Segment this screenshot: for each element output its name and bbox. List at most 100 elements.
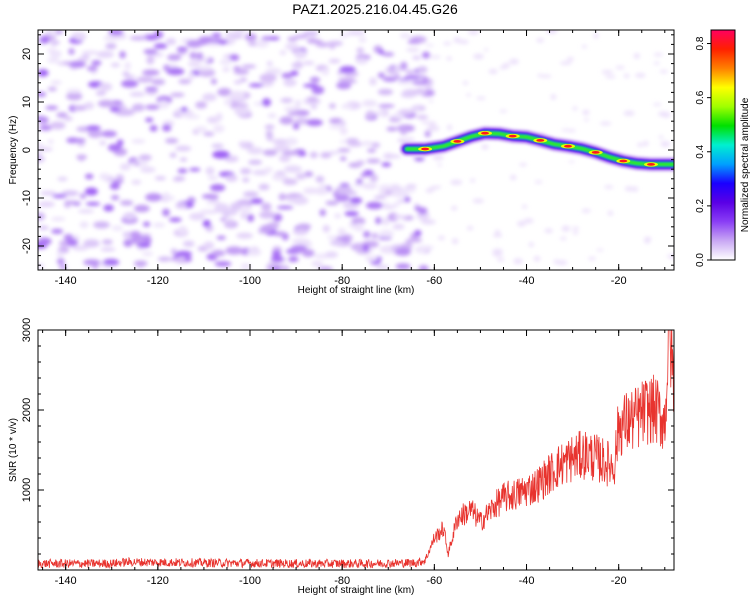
heatmap-cell [258, 183, 270, 191]
heatmap-cell [238, 141, 247, 147]
heatmap-cell [389, 118, 401, 123]
heatmap-cell [416, 115, 429, 120]
heatmap-cell [499, 109, 508, 113]
colorbar-tick-label: 0.6 [695, 90, 706, 104]
colorbar-tick-label: 0.8 [695, 36, 706, 50]
snr-y-tick-label: 2000 [21, 398, 33, 422]
heatmap-cell [425, 44, 435, 47]
heatmap-cell [302, 61, 315, 65]
heatmap-cell [266, 132, 274, 142]
heatmap-cell [427, 121, 437, 127]
heatmap-cell [335, 186, 353, 194]
heatmap-cell [179, 157, 188, 162]
heatmap-cell [142, 251, 153, 257]
heatmap-cell [248, 159, 263, 165]
heatmap-peak [647, 163, 655, 166]
heatmap-cell [137, 242, 151, 248]
heatmap-cell [49, 49, 62, 59]
heatmap-cell [265, 67, 282, 76]
heatmap-cell [224, 31, 242, 37]
heatmap-cell [393, 202, 400, 208]
heatmap-cell [178, 78, 192, 85]
heatmap-cell [278, 154, 291, 163]
heatmap-cell [653, 61, 660, 65]
heatmap-cell [112, 179, 124, 184]
heatmap-cell [517, 220, 526, 227]
heatmap-cell [382, 52, 395, 57]
heatmap-cell [259, 73, 277, 83]
heatmap-cell [189, 167, 201, 172]
heatmap-cell [356, 47, 364, 54]
snr-x-tick-label: -140 [55, 575, 77, 587]
heatmap-cell [224, 98, 232, 106]
heatmap-cell [242, 177, 250, 183]
heatmap-cell [632, 186, 639, 192]
heatmap-cell [268, 36, 280, 41]
heatmap-cell [160, 197, 170, 203]
heatmap-cell [203, 131, 215, 137]
heatmap-cell [369, 77, 377, 86]
heatmap-cell [69, 60, 86, 68]
heatmap-cell [495, 229, 500, 236]
heatmap-x-tick-label: -120 [147, 275, 169, 287]
heatmap-cell [492, 250, 503, 257]
colorbar-tick-label: 0.2 [695, 198, 706, 212]
heatmap-cell [311, 261, 324, 267]
heatmap-cell [49, 40, 61, 45]
heatmap-cell [281, 72, 294, 79]
heatmap-cell [151, 78, 166, 86]
heatmap-cell [418, 265, 429, 270]
heatmap-ridge-layer [399, 125, 674, 172]
heatmap-cell [233, 68, 249, 75]
heatmap-cell [392, 223, 405, 230]
heatmap-cell [248, 83, 264, 88]
heatmap-cell [272, 250, 281, 258]
heatmap-cell [584, 118, 589, 122]
heatmap-cell [247, 214, 255, 222]
heatmap-cell [236, 232, 254, 239]
heatmap-cell [220, 217, 227, 222]
heatmap-cell [296, 223, 312, 230]
heatmap-cell [659, 69, 668, 74]
snr-series-line [38, 330, 674, 569]
heatmap-cell [311, 85, 325, 95]
heatmap-cell [120, 200, 134, 206]
heatmap-cell [285, 42, 299, 51]
heatmap-cell [189, 51, 197, 60]
heatmap-cell [334, 213, 342, 219]
snr-x-tick-label: -120 [147, 575, 169, 587]
heatmap-cell [38, 69, 49, 77]
heatmap-cell [567, 57, 574, 62]
heatmap-cell [46, 48, 57, 52]
heatmap-cell [266, 61, 273, 66]
heatmap-cell [644, 238, 651, 244]
heatmap-cell [521, 204, 528, 209]
heatmap-cell [399, 33, 411, 39]
heatmap-cell [358, 36, 367, 43]
heatmap-cell [99, 173, 111, 181]
heatmap-cell [355, 160, 365, 166]
colorbar-tick-label: 0.0 [695, 253, 706, 267]
heatmap-cell [202, 219, 211, 228]
heatmap-cell [488, 69, 498, 74]
heatmap-cell [497, 257, 505, 262]
heatmap-cell [328, 103, 336, 109]
heatmap-cell [260, 202, 272, 211]
heatmap-cell [340, 156, 347, 161]
heatmap-cell [536, 38, 544, 43]
heatmap-cell [51, 228, 64, 234]
colorbar: 0.0 0.2 0.4 0.6 0.8 Normalized spectral ampl… [695, 29, 750, 267]
heatmap-cell [102, 258, 120, 266]
heatmap-cell [581, 208, 591, 213]
heatmap-cell [303, 187, 319, 195]
heatmap-cell [282, 178, 298, 186]
heatmap-cell [133, 260, 148, 267]
heatmap-peak [453, 140, 462, 143]
heatmap-cell [169, 152, 177, 158]
heatmap-cell [660, 141, 671, 147]
colorbar-gradient [710, 29, 736, 261]
heatmap-cell [559, 61, 572, 65]
heatmap-cell [109, 106, 121, 113]
heatmap-cell [66, 92, 83, 101]
